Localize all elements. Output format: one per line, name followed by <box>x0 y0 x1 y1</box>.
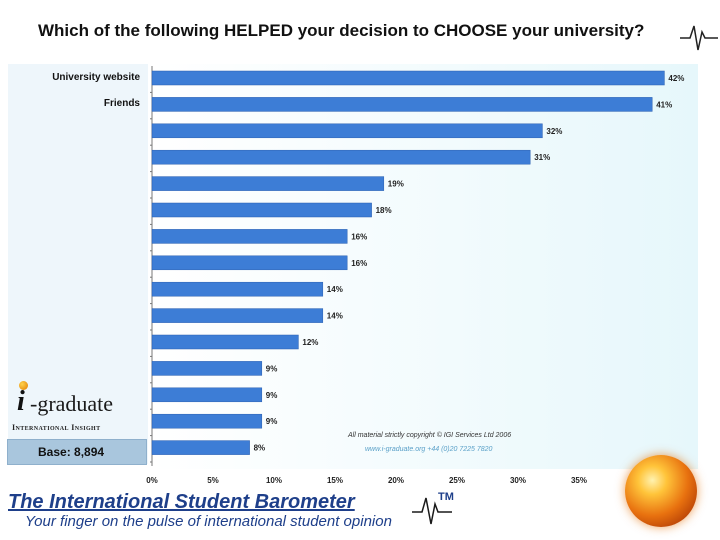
x-tick-label: 20% <box>388 476 404 485</box>
data-label: 16% <box>351 232 367 241</box>
data-label: 12% <box>302 338 318 347</box>
pulse-line-icon-footer <box>412 497 452 525</box>
logo-letter: i <box>17 386 25 417</box>
bar <box>151 440 250 455</box>
data-label: 31% <box>534 153 550 162</box>
bar <box>151 308 324 323</box>
bar <box>151 149 531 165</box>
data-label: 14% <box>327 285 343 294</box>
data-label: 42% <box>668 74 684 83</box>
base-label: Base: 8,894 <box>38 445 105 459</box>
x-tick-label: 0% <box>146 476 158 485</box>
data-label: 8% <box>254 444 266 453</box>
copyright-note: All material strictly copyright © IGI Se… <box>348 432 512 439</box>
bar <box>151 70 665 86</box>
logo-text: -graduate <box>30 391 114 416</box>
x-tick-label: 10% <box>266 476 282 485</box>
data-label: 16% <box>351 259 367 268</box>
x-tick-label: 35% <box>571 476 587 485</box>
base-box: Base: 8,894 <box>7 439 147 465</box>
bar <box>151 202 372 218</box>
data-label: 14% <box>327 312 343 321</box>
x-tick-label: 30% <box>510 476 526 485</box>
globe-icon <box>625 455 697 527</box>
category-label: Friends <box>103 98 140 110</box>
x-tick-label: 25% <box>449 476 465 485</box>
bar <box>151 413 263 429</box>
data-label: 18% <box>376 206 392 215</box>
pulse-line-icon <box>680 25 718 51</box>
x-tick-label: 5% <box>207 476 219 485</box>
logo-dot-icon <box>19 381 28 390</box>
website-note: www.i-graduate.org +44 (0)20 7225 7820 <box>365 446 493 453</box>
data-label: 9% <box>266 417 278 426</box>
bar <box>151 176 385 191</box>
bar <box>151 334 299 350</box>
data-label: 41% <box>656 100 672 109</box>
logo-subtitle: International Insight <box>12 423 101 432</box>
bar <box>151 97 653 112</box>
page-title: Which of the following HELPED your decis… <box>38 21 645 40</box>
trademark-mark: TM <box>438 491 454 503</box>
left-panel <box>8 64 148 464</box>
footer-subtitle: Your finger on the pulse of internationa… <box>25 513 392 530</box>
data-label: 9% <box>266 391 278 400</box>
data-label: 9% <box>266 364 278 373</box>
category-label: University website <box>52 72 140 83</box>
x-tick-label: 15% <box>327 476 343 485</box>
data-label: 19% <box>388 180 404 189</box>
bar <box>151 387 263 403</box>
footer-title: The International Student Barometer <box>8 491 355 513</box>
data-label: 32% <box>546 127 562 136</box>
bar <box>151 255 348 271</box>
bar <box>151 361 263 376</box>
bar <box>151 123 543 139</box>
bar <box>151 281 324 297</box>
bar <box>151 229 348 244</box>
